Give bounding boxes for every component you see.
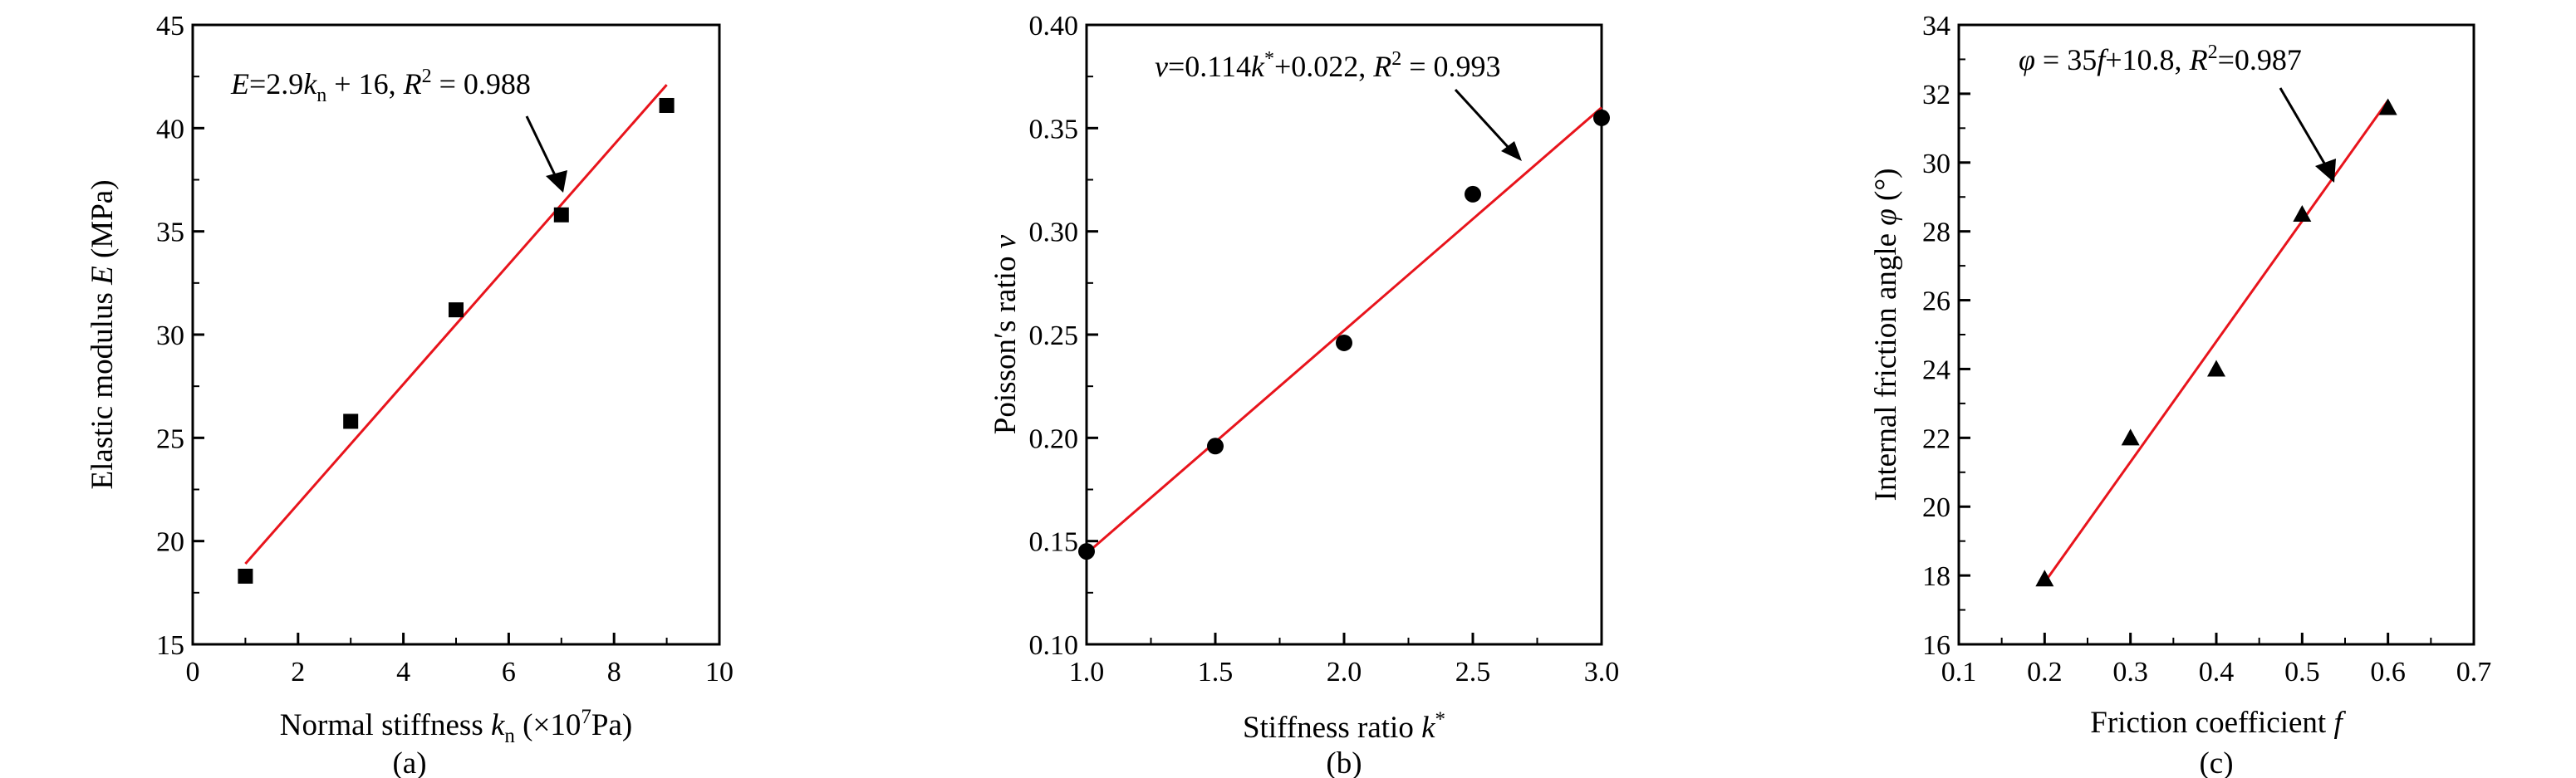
y-tick-label: 20 <box>156 527 184 558</box>
data-point <box>1207 438 1224 455</box>
tick-layer: 0 2 4 6 8 10 15 20 25 30 35 40 45 <box>156 11 734 687</box>
fit-line <box>1086 106 1602 555</box>
marker-layer <box>1078 109 1610 560</box>
panel-b: 1.0 1.5 2.0 2.5 3.0 0.10 0.15 0.20 0.25 0.30 0.35 0… <box>989 11 1619 778</box>
data-point <box>553 207 569 223</box>
annotation-arrow <box>2279 87 2328 167</box>
x-tick-label: 0.4 <box>2199 657 2235 687</box>
x-tick-label: 0.3 <box>2112 657 2148 687</box>
x-axis-label: Normal stiffness kn (×107Pa) <box>280 706 632 747</box>
y-tick-label: 0.25 <box>1029 320 1079 351</box>
y-tick-label: 35 <box>156 218 184 248</box>
y-tick-label: 0.10 <box>1029 630 1079 661</box>
y-tick-label: 28 <box>1922 218 1950 248</box>
panel-c: 0.1 0.2 0.3 0.4 0.5 0.6 0.7 16 18 20 22 24 26 28 30 32 3… <box>1869 11 2491 778</box>
y-tick-label: 0.40 <box>1029 11 1079 42</box>
tick-layer: 1.0 1.5 2.0 2.5 3.0 0.10 0.15 0.20 0.25 0.30 0.35 0… <box>1029 11 1620 687</box>
annotation-arrowhead <box>546 170 567 193</box>
data-point <box>1336 334 1352 351</box>
panel-label: (a) <box>392 746 426 778</box>
plot-frame <box>1957 23 2475 646</box>
annotation-arrowhead <box>1501 141 1522 161</box>
x-tick-label: 2.5 <box>1455 657 1491 687</box>
data-point <box>1465 185 1481 203</box>
marker-layer <box>2035 98 2397 587</box>
panel-a: 0 2 4 6 8 10 15 20 25 30 35 40 45 E=2.9kn + 16, R2 =… <box>86 11 734 778</box>
y-tick-label: 16 <box>1922 630 1950 661</box>
data-point <box>1078 543 1095 560</box>
y-tick-label: 45 <box>156 11 184 42</box>
x-tick-label: 0.2 <box>2027 657 2063 687</box>
data-point <box>2293 204 2312 222</box>
data-point <box>659 97 675 113</box>
fit-equation: v=0.114k*+0.022, R2 = 0.993 <box>1155 48 1501 83</box>
y-tick-label: 30 <box>1922 149 1950 179</box>
y-tick-label: 0.20 <box>1029 423 1079 454</box>
y-tick-label: 25 <box>156 423 184 454</box>
data-point <box>343 413 359 429</box>
y-axis-label: Poisson′s ratio v <box>989 234 1023 434</box>
panel-label: (c) <box>2199 746 2233 778</box>
y-tick-label: 0.15 <box>1029 527 1079 558</box>
x-tick-label: 2.0 <box>1327 657 1362 687</box>
data-point <box>2378 98 2397 115</box>
y-tick-label: 18 <box>1922 561 1950 592</box>
y-tick-label: 15 <box>156 630 184 661</box>
x-tick-label: 4 <box>396 657 410 687</box>
x-tick-label: 0.6 <box>2370 657 2406 687</box>
tick-layer: 0.1 0.2 0.3 0.4 0.5 0.6 0.7 16 18 20 22 24 26 28 30 32 3… <box>1922 11 2491 687</box>
panel-label: (b) <box>1326 746 1362 778</box>
y-tick-label: 30 <box>156 320 184 351</box>
x-tick-label: 1.5 <box>1198 657 1234 687</box>
x-tick-label: 0.5 <box>2284 657 2320 687</box>
y-tick-label: 24 <box>1922 355 1950 385</box>
fit-equation: φ = 35f+10.8, R2=0.987 <box>2019 42 2302 76</box>
x-tick-label: 1.0 <box>1069 657 1105 687</box>
annotation-arrowhead <box>2315 159 2336 183</box>
y-tick-label: 0.30 <box>1029 218 1079 248</box>
annotation-arrow <box>525 115 558 179</box>
y-tick-label: 32 <box>1922 80 1950 110</box>
fit-equation: E=2.9kn + 16, R2 = 0.988 <box>230 66 531 106</box>
fit-line <box>244 84 668 565</box>
x-tick-label: 0.1 <box>1941 657 1977 687</box>
y-tick-label: 34 <box>1922 11 1950 42</box>
data-point <box>1593 109 1610 126</box>
data-point <box>2121 428 2140 446</box>
x-tick-label: 8 <box>607 657 621 687</box>
y-tick-label: 0.35 <box>1029 114 1079 144</box>
x-tick-label: 6 <box>502 657 516 687</box>
x-tick-label: 10 <box>705 657 734 687</box>
y-axis-label: Elastic modulus E (MPa) <box>86 179 120 489</box>
x-tick-label: 3.0 <box>1584 657 1620 687</box>
marker-layer <box>238 97 675 584</box>
y-tick-label: 40 <box>156 114 184 144</box>
data-point <box>2207 360 2225 377</box>
data-point <box>238 568 253 584</box>
x-tick-label: 0.7 <box>2456 657 2492 687</box>
x-axis-label: Friction coefficient f <box>2090 706 2346 740</box>
annotation-arrow <box>1454 88 1512 151</box>
y-axis-label: Internal friction angle φ (°) <box>1869 168 1903 501</box>
x-axis-label: Stiffness ratio k* <box>1243 708 1445 745</box>
y-tick-label: 20 <box>1922 492 1950 523</box>
x-tick-label: 0 <box>186 657 200 687</box>
y-tick-label: 26 <box>1922 286 1950 317</box>
data-point <box>449 302 464 318</box>
y-tick-label: 22 <box>1922 423 1950 454</box>
data-point <box>2035 570 2054 587</box>
plot-frame <box>191 23 721 646</box>
x-tick-label: 2 <box>291 657 305 687</box>
fit-line <box>2044 100 2389 584</box>
